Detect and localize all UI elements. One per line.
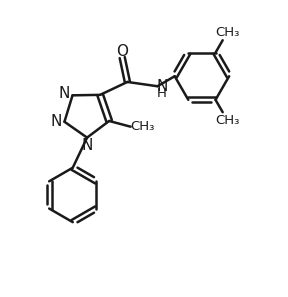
- Text: N: N: [82, 138, 93, 153]
- Text: N: N: [59, 86, 70, 101]
- Text: CH₃: CH₃: [215, 26, 239, 39]
- Text: N: N: [156, 79, 167, 94]
- Text: CH₃: CH₃: [130, 120, 155, 133]
- Text: H: H: [157, 87, 167, 100]
- Text: O: O: [116, 44, 128, 59]
- Text: N: N: [50, 114, 62, 129]
- Text: CH₃: CH₃: [215, 114, 239, 127]
